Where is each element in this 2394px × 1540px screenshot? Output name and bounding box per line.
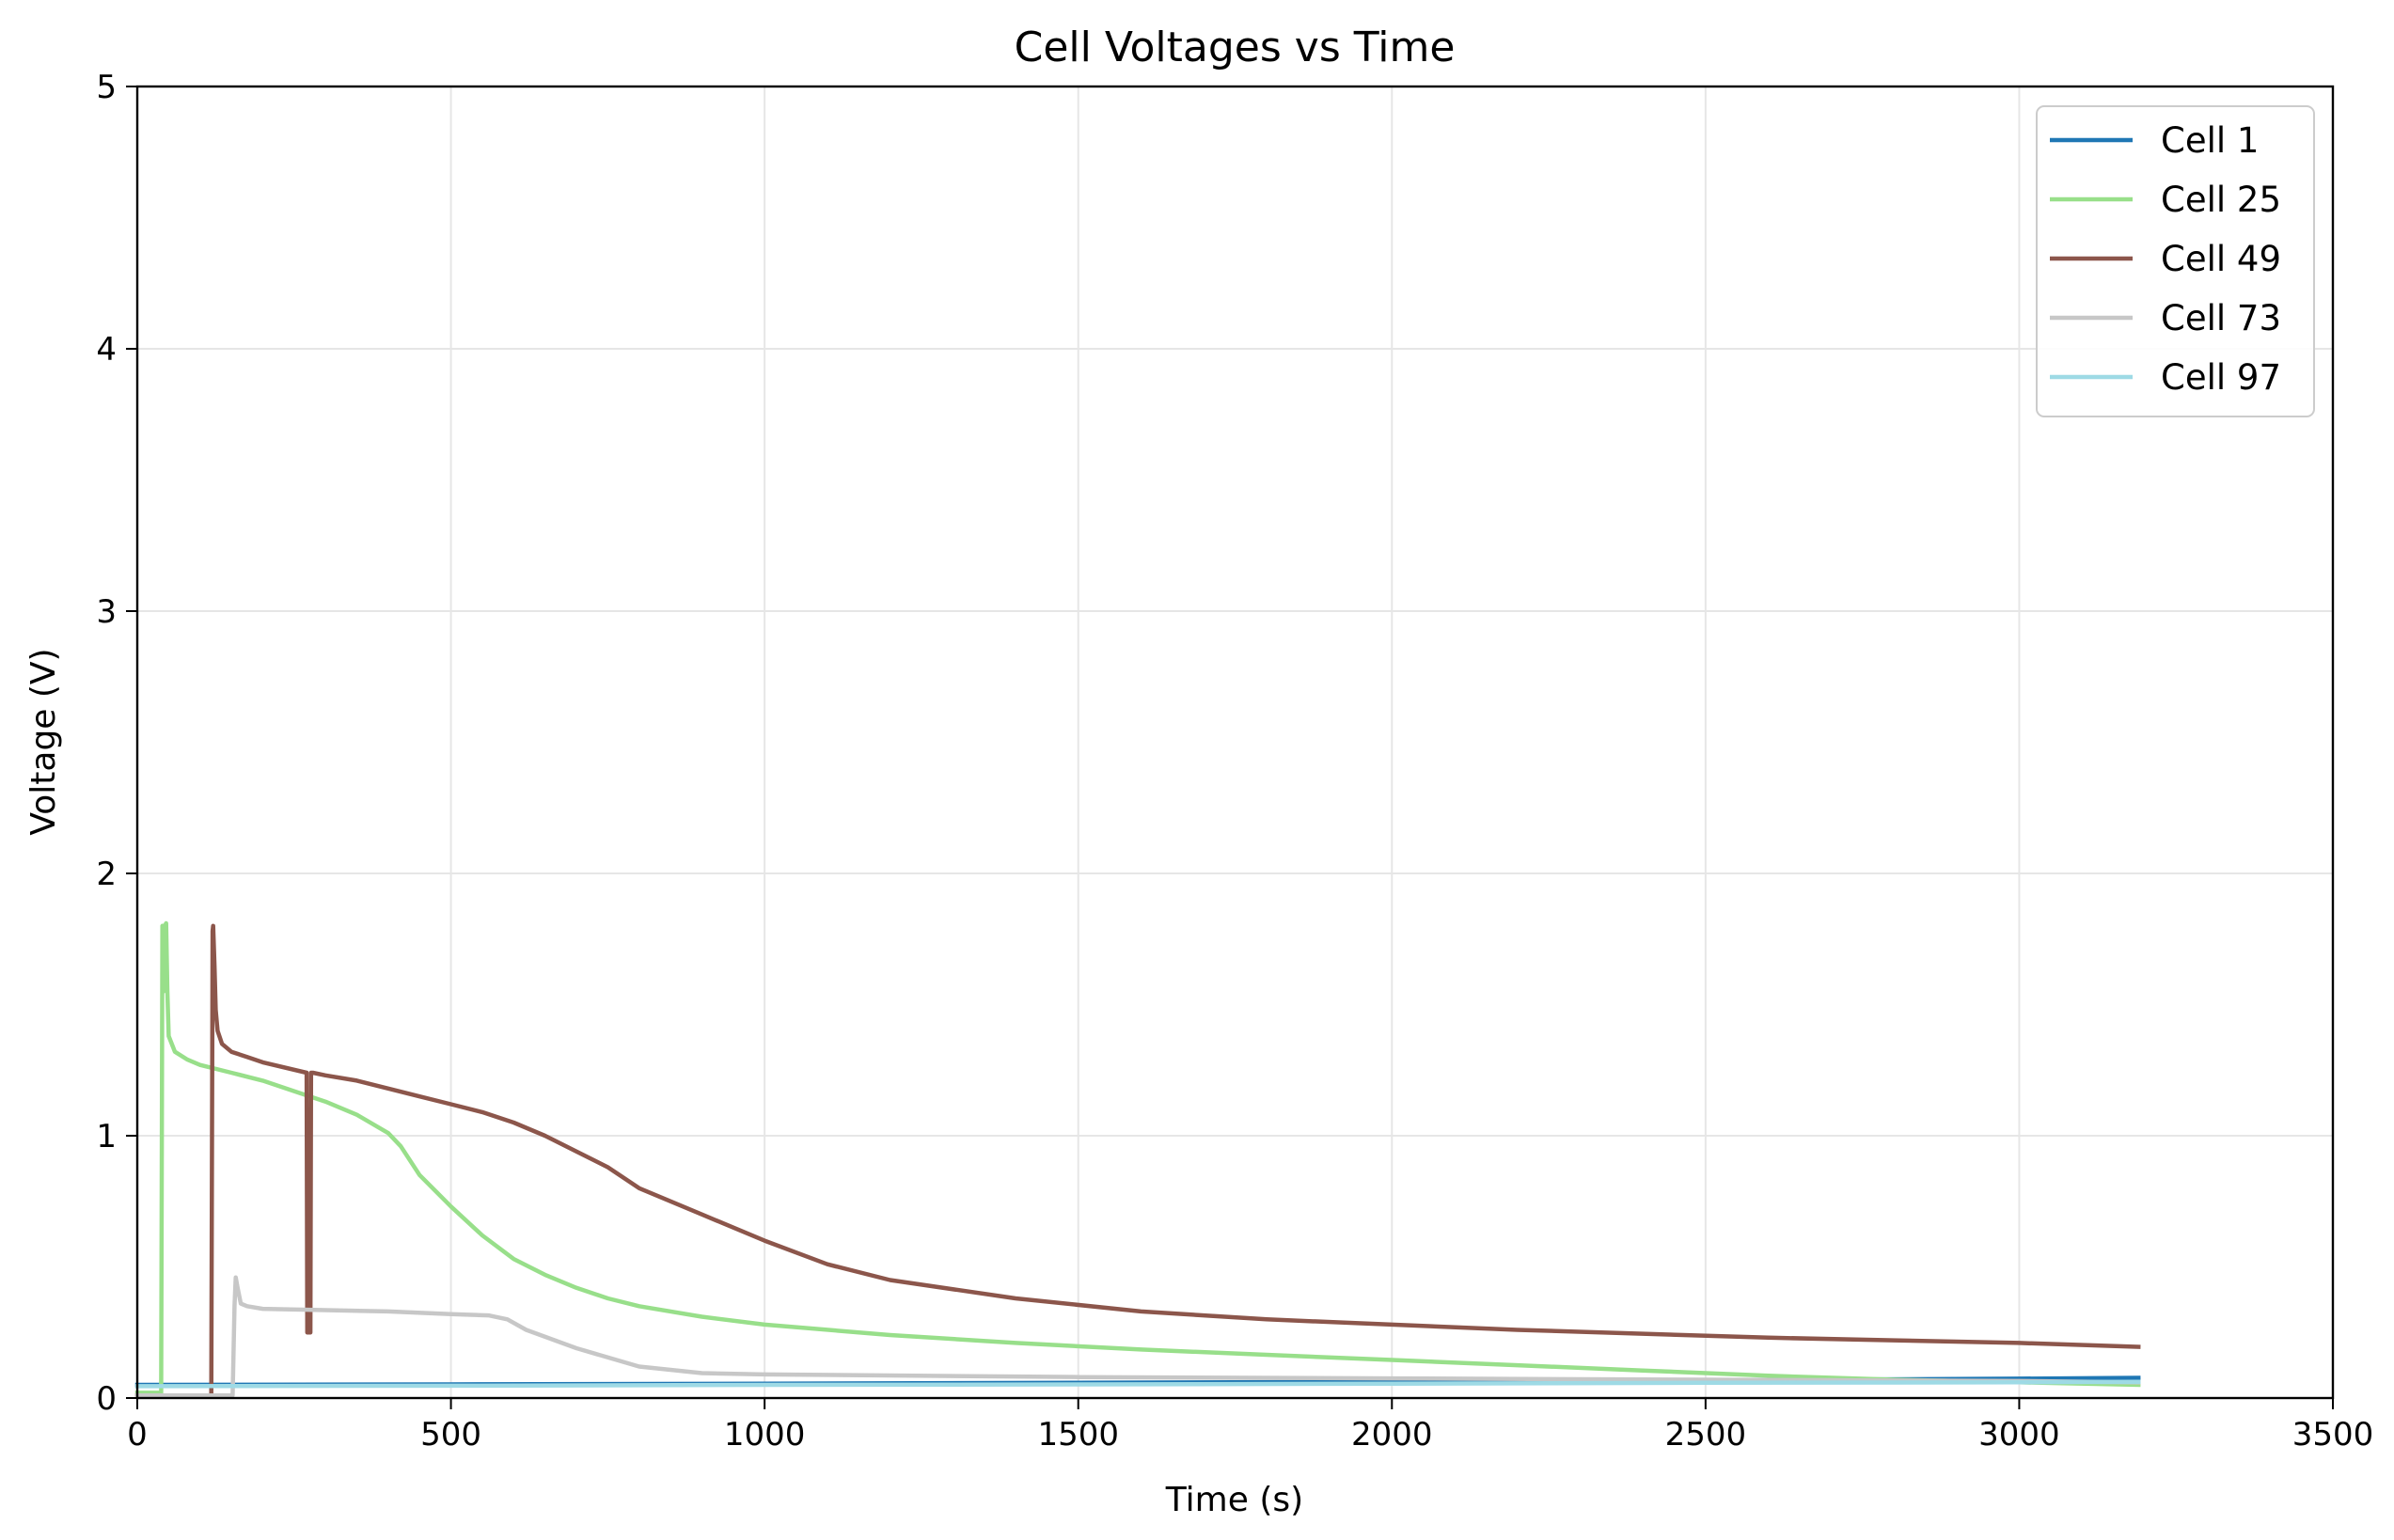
y-tick-label: 5 — [96, 69, 117, 106]
x-tick-label: 3500 — [2292, 1416, 2374, 1454]
series-lines — [134, 920, 2141, 1398]
series-line-cell-25 — [134, 920, 2141, 1395]
legend-label: Cell 25 — [2161, 180, 2281, 220]
legend: Cell 1 Cell 25 Cell 49 Cell 73 Cell 97 — [2036, 105, 2315, 417]
legend-label: Cell 73 — [2161, 298, 2281, 338]
x-axis-title: Time (s) — [1165, 1481, 1303, 1519]
x-tick-label: 3000 — [1978, 1416, 2060, 1454]
series-line-cell-49 — [134, 923, 2141, 1398]
x-tick-label: 2500 — [1665, 1416, 1747, 1454]
series-line-cell-73 — [134, 1275, 2141, 1398]
x-tick-label: 2000 — [1351, 1416, 1433, 1454]
y-axis-title: Voltage (V) — [24, 648, 63, 835]
legend-label: Cell 97 — [2161, 357, 2281, 398]
x-tick-label: 1500 — [1037, 1416, 1119, 1454]
y-tick-label: 4 — [96, 331, 117, 369]
y-tick-label: 2 — [96, 856, 117, 893]
legend-label: Cell 1 — [2161, 120, 2259, 161]
plot-frame — [135, 85, 2335, 1400]
x-tick-label: 500 — [420, 1416, 481, 1454]
y-tick-label: 3 — [96, 593, 117, 631]
axis-ticks: 0 500 1000 1500 2000 2500 3000 3500 0 1 2 3 4 5 — [96, 69, 2373, 1454]
series-line-cell-97 — [134, 1379, 2141, 1389]
x-tick-label: 1000 — [724, 1416, 806, 1454]
legend-label: Cell 49 — [2161, 239, 2281, 279]
x-tick-label: 0 — [127, 1416, 148, 1454]
legend-box — [2036, 105, 2315, 417]
chart-title: Cell Voltages vs Time — [1015, 24, 1456, 71]
y-tick-label: 0 — [96, 1380, 117, 1418]
y-tick-label: 1 — [96, 1118, 117, 1155]
